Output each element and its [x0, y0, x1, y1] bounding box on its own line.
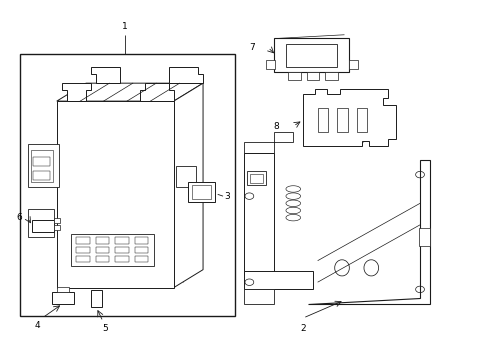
- Bar: [135, 256, 148, 262]
- Bar: [54, 225, 60, 230]
- Polygon shape: [140, 83, 173, 101]
- Bar: [32, 220, 54, 232]
- Bar: [96, 256, 109, 262]
- Bar: [27, 209, 54, 237]
- Bar: [176, 166, 195, 187]
- Text: 6: 6: [16, 213, 22, 222]
- Bar: [192, 185, 211, 199]
- Bar: [418, 228, 429, 246]
- Bar: [115, 247, 129, 253]
- Bar: [317, 108, 328, 132]
- Bar: [54, 218, 60, 223]
- Polygon shape: [57, 83, 203, 101]
- Polygon shape: [57, 287, 69, 292]
- Bar: [356, 108, 366, 132]
- Text: 4: 4: [34, 321, 40, 330]
- Polygon shape: [91, 67, 120, 83]
- Polygon shape: [307, 160, 429, 304]
- Bar: [33, 157, 50, 166]
- Text: 3: 3: [224, 192, 229, 201]
- Bar: [31, 149, 53, 182]
- Bar: [71, 234, 154, 266]
- Bar: [285, 44, 336, 67]
- Bar: [76, 256, 90, 262]
- Bar: [76, 237, 90, 244]
- Polygon shape: [61, 83, 91, 101]
- Polygon shape: [244, 132, 293, 153]
- Polygon shape: [168, 67, 203, 83]
- Bar: [266, 60, 275, 69]
- Bar: [244, 153, 273, 275]
- Bar: [96, 247, 109, 253]
- Bar: [27, 144, 59, 187]
- Bar: [76, 247, 90, 253]
- Text: 8: 8: [273, 122, 279, 131]
- Polygon shape: [303, 89, 395, 146]
- Polygon shape: [288, 72, 300, 80]
- Bar: [52, 292, 74, 304]
- Bar: [250, 174, 263, 183]
- Bar: [57, 101, 173, 288]
- Bar: [115, 237, 129, 244]
- Bar: [96, 237, 109, 244]
- Bar: [336, 108, 347, 132]
- Text: 1: 1: [122, 22, 128, 31]
- Bar: [91, 290, 102, 307]
- Bar: [33, 171, 50, 180]
- Polygon shape: [325, 72, 337, 80]
- Bar: [115, 256, 129, 262]
- Bar: [348, 60, 357, 69]
- Polygon shape: [244, 289, 273, 304]
- Text: 7: 7: [248, 43, 254, 52]
- Bar: [135, 237, 148, 244]
- Bar: [188, 182, 215, 202]
- Polygon shape: [273, 39, 348, 72]
- Text: 2: 2: [300, 324, 305, 333]
- Bar: [135, 247, 148, 253]
- Bar: [246, 171, 266, 185]
- Text: 5: 5: [102, 324, 108, 333]
- Bar: [244, 271, 312, 289]
- Bar: [20, 54, 234, 316]
- Polygon shape: [173, 83, 203, 288]
- Polygon shape: [306, 72, 319, 80]
